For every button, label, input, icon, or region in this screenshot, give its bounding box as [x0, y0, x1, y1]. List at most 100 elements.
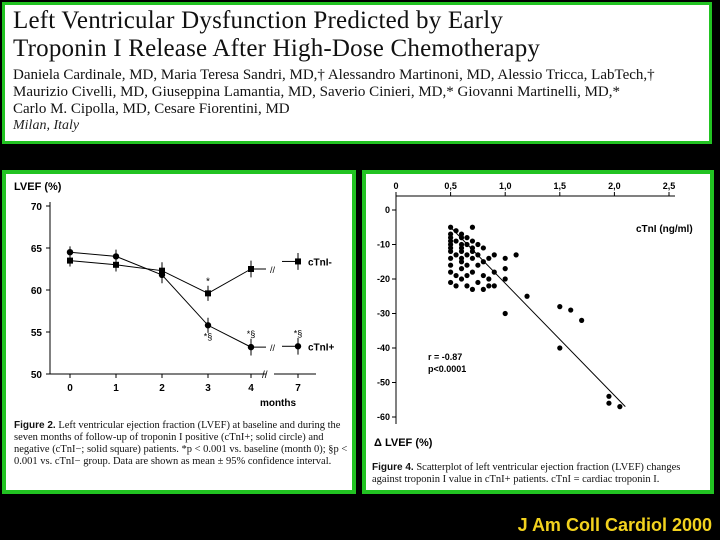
y-tick-label: -60: [377, 412, 390, 422]
author-list: Daniela Cardinale, MD, Maria Teresa Sand…: [13, 67, 701, 118]
scatter-point: [453, 252, 459, 258]
data-point-square: [295, 258, 301, 265]
significance-mark: *: [206, 276, 210, 287]
y-tick-label: 50: [31, 370, 43, 381]
paper-header: Left Ventricular Dysfunction Predicted b…: [2, 2, 712, 144]
x-tick-label: 0,5: [444, 181, 457, 191]
scatter-point: [453, 228, 459, 234]
y-tick-label: 65: [31, 244, 43, 255]
correlation-r: r = -0.87: [428, 352, 462, 362]
scatter-point: [513, 252, 519, 258]
x-tick-label: 4: [248, 383, 254, 394]
scatter-point: [464, 262, 470, 268]
y-tick-label: -30: [377, 309, 390, 319]
x-axis-label: months: [260, 398, 297, 409]
scatter-point: [502, 276, 508, 282]
scatter-point: [448, 279, 454, 286]
data-point-square: [205, 290, 211, 297]
x-tick-label: 2,5: [663, 181, 676, 191]
scatter-point: [458, 276, 465, 282]
data-point-square: [113, 261, 119, 268]
data-point-circle: [294, 343, 302, 350]
scatter-point: [524, 293, 530, 299]
data-point-circle: [66, 249, 74, 256]
x-tick-label: 1,0: [499, 181, 512, 191]
scatter-point: [480, 272, 486, 279]
y-tick-label: -20: [377, 274, 390, 284]
scatter-point: [469, 248, 476, 254]
scatter-point: [606, 400, 612, 406]
scatter-point: [448, 248, 454, 254]
scatter-point: [502, 310, 508, 317]
series-break-mark: //: [270, 265, 276, 275]
scatter-point: [469, 255, 476, 261]
scatter-point: [458, 248, 465, 254]
x-axis-break-mark: //: [262, 370, 268, 381]
data-point-square: [67, 257, 73, 264]
scatter-point: [502, 255, 508, 261]
scatter-point: [579, 317, 585, 323]
journal-citation: J Am Coll Cardiol 2000: [517, 515, 712, 535]
x-tick-label: 2: [159, 383, 165, 394]
x-tick-label: 7: [295, 383, 301, 394]
x-tick-label: 2,0: [608, 181, 621, 191]
x-tick-label: 1: [113, 383, 119, 394]
scatter-point: [491, 283, 497, 289]
scatter-point: [453, 283, 459, 289]
scatter-point: [464, 283, 470, 289]
y-tick-label: 60: [31, 286, 43, 297]
scatter-point: [475, 252, 481, 258]
figure-2-text: Left ventricular ejection fraction (LVEF…: [14, 420, 348, 467]
scatter-point: [453, 272, 459, 279]
scatter-point: [464, 235, 470, 241]
affiliation-location: Milan, Italy: [13, 118, 80, 133]
scatter-point: [475, 262, 481, 268]
series-label: cTnI+: [308, 342, 335, 353]
scatter-point: [502, 266, 508, 272]
significance-mark: *§: [204, 331, 213, 341]
y-tick-label: -10: [377, 240, 390, 250]
scatter-point: [464, 241, 470, 248]
x-tick-label: 1,5: [554, 181, 567, 191]
x-tick-label: 0: [393, 181, 398, 191]
x-axis-label: cTnI (ng/ml): [636, 224, 693, 235]
figure-2-label: Figure 2.: [14, 420, 56, 431]
data-point-circle: [158, 271, 166, 279]
scatter-point: [475, 241, 481, 248]
regression-line: [450, 226, 626, 407]
data-point-circle: [112, 253, 120, 260]
figure-2-panel: LVEF (%) months // 70 65 60 55 50 0 1 2 3 4 7 // cTnI…: [2, 170, 356, 494]
scatter-point: [458, 259, 465, 265]
y-tick-label: 70: [31, 202, 43, 213]
data-point-circle: [247, 343, 255, 351]
scatter-point: [469, 286, 476, 292]
series-label: cTnI-: [308, 257, 332, 268]
y-tick-label: 0: [385, 205, 390, 215]
scatter-point: [491, 269, 497, 275]
scatter-point: [469, 224, 476, 230]
y-axis-label: LVEF (%): [14, 181, 62, 193]
scatter-point: [469, 238, 476, 244]
figure-4-caption: Figure 4. Scatterplot of left ventricula…: [372, 462, 708, 486]
scatter-point: [448, 262, 454, 268]
scatter-point: [453, 238, 459, 244]
correlation-p: p<0.0001: [428, 364, 466, 374]
scatter-point: [491, 252, 497, 258]
data-point-square: [248, 266, 254, 272]
significance-mark: *§: [247, 329, 256, 339]
authors-line-3: Carlo M. Cipolla, MD, Cesare Fiorentini,…: [13, 101, 290, 117]
authors-line-1: Daniela Cardinale, MD, Maria Teresa Sand…: [13, 67, 655, 83]
series-break-mark: //: [270, 343, 276, 353]
scatter-point: [480, 286, 486, 292]
scatter-point: [464, 272, 470, 279]
scatter-point: [448, 255, 454, 261]
scatter-point: [557, 304, 563, 310]
scatter-point: [475, 279, 481, 286]
x-tick-label: 0: [67, 383, 73, 394]
y-axis-label: Δ LVEF (%): [374, 437, 433, 449]
y-tick-label: -40: [377, 343, 390, 353]
data-point-circle: [204, 322, 212, 329]
scatter-point: [557, 345, 563, 351]
scatter-point: [606, 393, 612, 399]
figure-2-caption: Figure 2. Left ventricular ejection frac…: [14, 420, 350, 468]
